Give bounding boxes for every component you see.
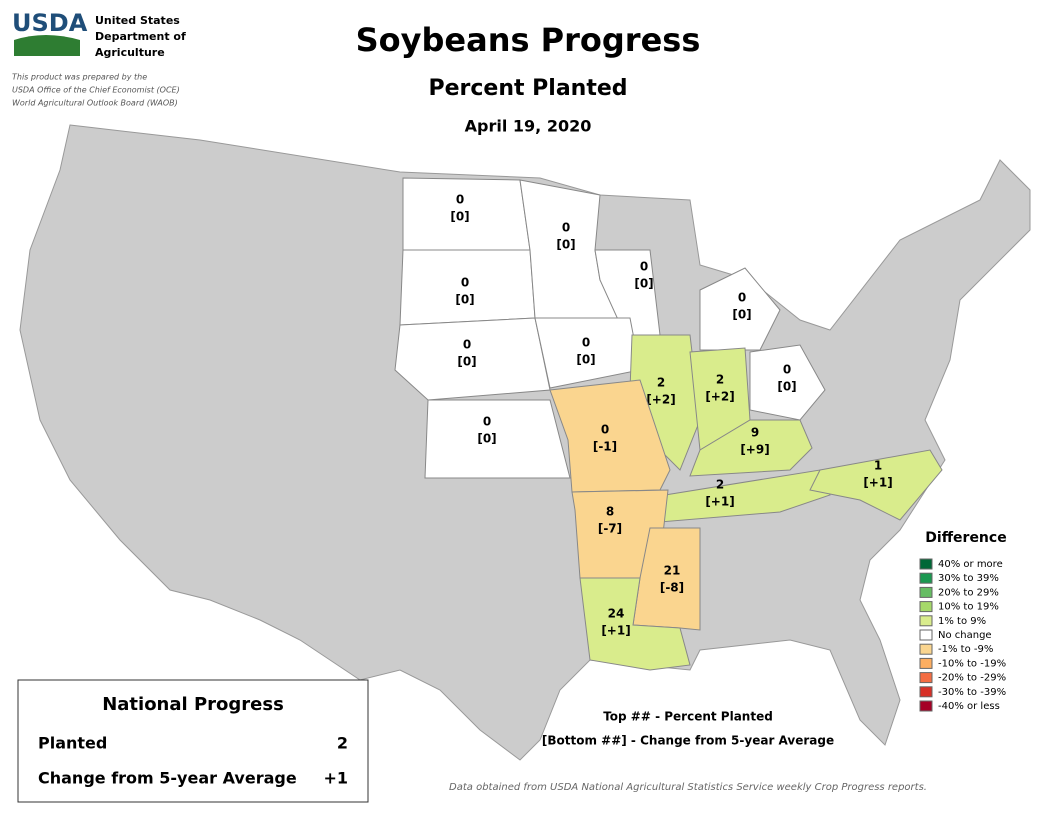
logo: USDA	[12, 9, 88, 37]
state-change: [0]	[556, 238, 575, 252]
legend-label: 10% to 19%	[938, 602, 999, 613]
state-planted: 0	[456, 193, 464, 207]
state-planted: 0	[483, 415, 491, 429]
legend-swatch	[919, 657, 933, 669]
state-change: [+2]	[705, 390, 734, 404]
agency: Department of	[95, 30, 186, 43]
state-planted: 0	[738, 291, 746, 305]
state-change: [0]	[576, 353, 595, 367]
date: April 19, 2020	[465, 117, 592, 136]
key: [Bottom ##] - Change from 5-year Average	[542, 734, 834, 748]
state-planted: 1	[874, 459, 882, 473]
state-planted: 0	[461, 276, 469, 290]
legend-swatch	[919, 586, 933, 598]
state-planted: 2	[657, 376, 665, 390]
legend-swatch	[919, 643, 933, 655]
state-change: [0]	[455, 293, 474, 307]
state	[809, 449, 943, 521]
state-planted: 0	[463, 338, 471, 352]
state-planted: 2	[716, 478, 724, 492]
legend-title: Difference	[925, 530, 1006, 546]
state-change: [0]	[457, 355, 476, 369]
note: USDA Office of the Chief Economist (OCE)	[12, 86, 180, 95]
states: 0 [0] 0 [0] 0 [0] 0 [0] 0 [0] 0 [0] 0 [0] 2 [+2] 2 [+2] 0 […	[394, 177, 943, 671]
national-value: 2	[337, 734, 348, 753]
national-box	[17, 679, 369, 803]
legend-label: 20% to 29%	[938, 587, 999, 598]
state-change: [-8]	[660, 581, 684, 595]
state-change: [+1]	[863, 476, 892, 490]
state-planted: 0	[783, 363, 791, 377]
legend-label: -1% to -9%	[938, 644, 993, 655]
state-change: [0]	[450, 210, 469, 224]
national-label: Change from 5-year Average	[38, 769, 297, 788]
national-label: Planted	[38, 734, 107, 753]
legend-label: 40% or more	[938, 559, 1003, 570]
note: This product was prepared by the	[12, 73, 147, 82]
state-change: [+1]	[705, 495, 734, 509]
legend-swatch	[919, 572, 933, 584]
legend-label: -40% or less	[938, 701, 1000, 712]
state	[689, 419, 813, 477]
logo-mark	[14, 35, 80, 56]
state	[749, 344, 826, 421]
state-change: [0]	[477, 432, 496, 446]
legend-swatch	[919, 629, 933, 641]
state-change: [-1]	[593, 440, 617, 454]
state-change: [+9]	[740, 443, 769, 457]
state-planted: 8	[606, 505, 614, 519]
legend-swatch	[919, 686, 933, 698]
state-planted: 0	[601, 423, 609, 437]
state-planted: 0	[582, 336, 590, 350]
title: Soybeans Progress	[356, 21, 701, 59]
state-planted: 2	[716, 373, 724, 387]
national-value: +1	[323, 769, 348, 788]
legend: 40% or more 30% to 39% 20% to 29% 10% to 19…	[919, 558, 1006, 712]
legend-swatch	[919, 700, 933, 712]
key: Top ## - Percent Planted	[603, 710, 773, 724]
note: World Agricultural Outlook Board (WAOB)	[12, 99, 178, 108]
legend-swatch	[919, 558, 933, 570]
state	[394, 317, 551, 401]
state-change: [+1]	[601, 624, 630, 638]
legend-swatch	[919, 601, 933, 613]
national-title: National Progress	[102, 694, 284, 715]
state	[424, 399, 571, 479]
state-planted: 0	[640, 260, 648, 274]
legend-label: -30% to -39%	[938, 687, 1006, 698]
legend-label: 1% to 9%	[938, 616, 986, 627]
source: Data obtained from USDA National Agricul…	[449, 782, 927, 793]
state-planted: 9	[751, 426, 759, 440]
legend-label: 30% to 39%	[938, 573, 999, 584]
legend-label: No change	[938, 630, 992, 641]
state-change: [-7]	[598, 522, 622, 536]
state-change: [0]	[777, 380, 796, 394]
state-change: [0]	[634, 277, 653, 291]
agency: Agriculture	[95, 46, 165, 59]
subtitle: Percent Planted	[428, 76, 627, 101]
state-change: [+2]	[646, 393, 675, 407]
state-planted: 0	[562, 221, 570, 235]
legend-swatch	[919, 672, 933, 684]
state	[579, 577, 691, 671]
state-planted: 21	[664, 564, 681, 578]
state-change: [0]	[732, 308, 751, 322]
legend-swatch	[919, 615, 933, 627]
legend-label: -20% to -29%	[938, 673, 1006, 684]
state-planted: 24	[608, 607, 625, 621]
legend-label: -10% to -19%	[938, 658, 1006, 669]
agency: United States	[95, 14, 180, 27]
state	[699, 267, 781, 351]
